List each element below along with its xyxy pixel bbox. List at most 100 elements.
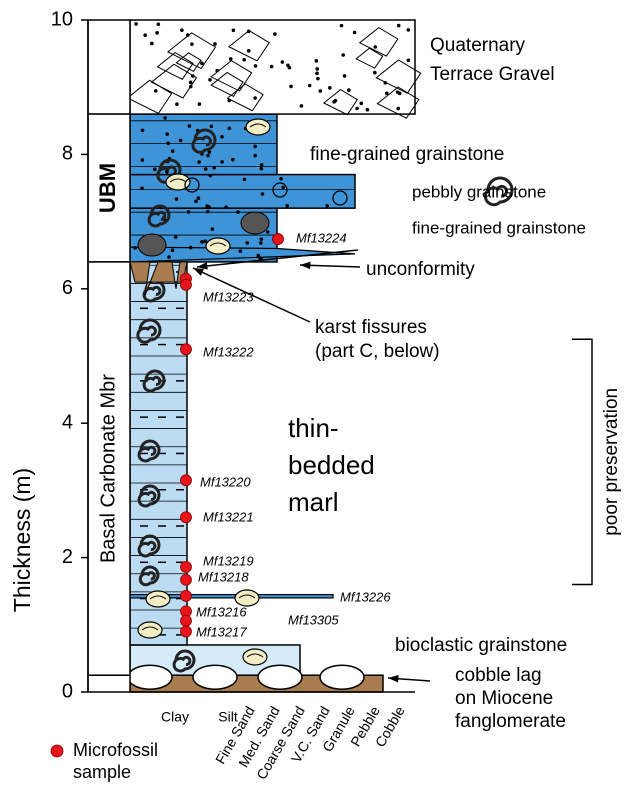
bed-label: fanglomerate xyxy=(455,711,566,732)
sample-point xyxy=(181,615,192,626)
sample-point xyxy=(181,590,192,601)
grain-dot xyxy=(224,205,228,209)
grain-dot xyxy=(140,186,144,190)
sample-point xyxy=(181,626,192,637)
gravel-dot xyxy=(254,64,258,68)
gravel-dot xyxy=(215,69,219,73)
gravel-dot xyxy=(154,89,158,93)
sample-label: Mf13217 xyxy=(196,624,247,639)
bracket xyxy=(572,339,592,584)
gravel-dot xyxy=(198,102,202,106)
grain-dot xyxy=(204,167,208,171)
member-box xyxy=(88,20,130,114)
gravel-dot xyxy=(190,42,194,46)
gravel-dot xyxy=(191,74,195,78)
sample-label: Mf13216 xyxy=(196,604,247,619)
legend-marker xyxy=(51,745,63,757)
gravel-dot xyxy=(334,99,338,103)
y-tick-label: 6 xyxy=(62,277,73,299)
bracket-label: poor preservation xyxy=(601,388,622,536)
grain-dot xyxy=(171,149,175,153)
gravel-dot xyxy=(289,85,293,89)
gravel-dot xyxy=(281,60,285,64)
gravel-dot xyxy=(300,104,304,108)
grain-dot xyxy=(220,160,224,164)
shell xyxy=(206,238,230,254)
sample-label: Mf13224 xyxy=(296,230,347,245)
grain-dot xyxy=(163,116,167,120)
bed-label: marl xyxy=(288,487,339,517)
cobble xyxy=(128,665,172,689)
sample-point xyxy=(181,279,192,290)
grain-dot xyxy=(211,227,215,231)
arrow-head xyxy=(300,262,310,270)
y-tick-label: 4 xyxy=(62,411,73,433)
gravel-dot xyxy=(200,61,204,65)
y-tick-label: 2 xyxy=(62,546,73,568)
bed-label: pebbly grainstone xyxy=(412,182,546,201)
grain-dot xyxy=(261,192,265,196)
gravel-dot xyxy=(242,58,246,62)
gravel-dot xyxy=(180,28,184,32)
grain-dot xyxy=(165,132,169,136)
grain-dot xyxy=(212,166,216,170)
gravel-dot xyxy=(286,64,290,68)
shell xyxy=(243,649,267,665)
grain-dot xyxy=(187,210,191,214)
grain-dot xyxy=(197,196,201,200)
grain-dot xyxy=(209,174,213,178)
gravel-dot xyxy=(247,49,251,53)
annotation: (part C, below) xyxy=(315,341,440,362)
gravel-dot xyxy=(341,53,345,57)
grain-dot xyxy=(194,200,198,204)
grain-dot xyxy=(175,197,179,201)
sample-label: Mf13221 xyxy=(203,509,254,524)
gravel-dot xyxy=(229,57,233,61)
gravel-dot xyxy=(328,86,332,90)
cobble xyxy=(258,665,302,689)
sample-point xyxy=(181,512,192,523)
clast xyxy=(138,234,166,256)
sample-point xyxy=(181,562,192,573)
sample-label: Mf13218 xyxy=(198,569,249,584)
grain-dot xyxy=(245,241,249,245)
grain-dot xyxy=(200,240,204,244)
gravel-dot xyxy=(213,42,217,46)
grain-dot xyxy=(141,128,145,132)
gravel-dot xyxy=(315,67,319,71)
legend-label: Microfossil xyxy=(73,740,158,760)
gravel-dot xyxy=(373,45,377,49)
shell xyxy=(246,119,270,135)
grain-dot xyxy=(206,154,210,158)
y-tick-label: 8 xyxy=(62,143,73,165)
gravel-dot xyxy=(407,58,411,62)
gravel-dot xyxy=(315,59,319,63)
legend-label: sample xyxy=(73,762,131,782)
bed-label: on Miocene xyxy=(455,688,553,709)
gravel-dot xyxy=(247,30,251,34)
sample-label: Mf13305 xyxy=(288,612,339,627)
gravel-dot xyxy=(134,22,138,26)
annotation: karst fissures xyxy=(315,317,427,338)
gravel-dot xyxy=(396,107,400,111)
annotation: unconformity xyxy=(366,259,475,280)
bed-label: cobble lag xyxy=(455,665,542,686)
grain-dot xyxy=(260,163,264,167)
gravel-dot xyxy=(208,78,212,82)
grain-dot xyxy=(239,249,243,253)
shell xyxy=(146,591,170,607)
gravel-dot xyxy=(143,33,147,37)
gravel-dot xyxy=(186,33,190,37)
clast xyxy=(241,212,269,234)
gravel-dot xyxy=(175,102,179,106)
grain-dot xyxy=(179,139,183,143)
grain-dot xyxy=(167,255,171,259)
x-tick-label: Clay xyxy=(161,709,189,725)
sample-label: Mf13223 xyxy=(203,289,254,304)
gravel-dot xyxy=(316,77,320,81)
member-label: Basal Carbonate Mbr xyxy=(97,374,119,563)
grain-dot xyxy=(266,230,270,234)
gravel-dot xyxy=(383,81,387,85)
sample-point xyxy=(273,234,284,245)
grain-dot xyxy=(281,186,285,190)
